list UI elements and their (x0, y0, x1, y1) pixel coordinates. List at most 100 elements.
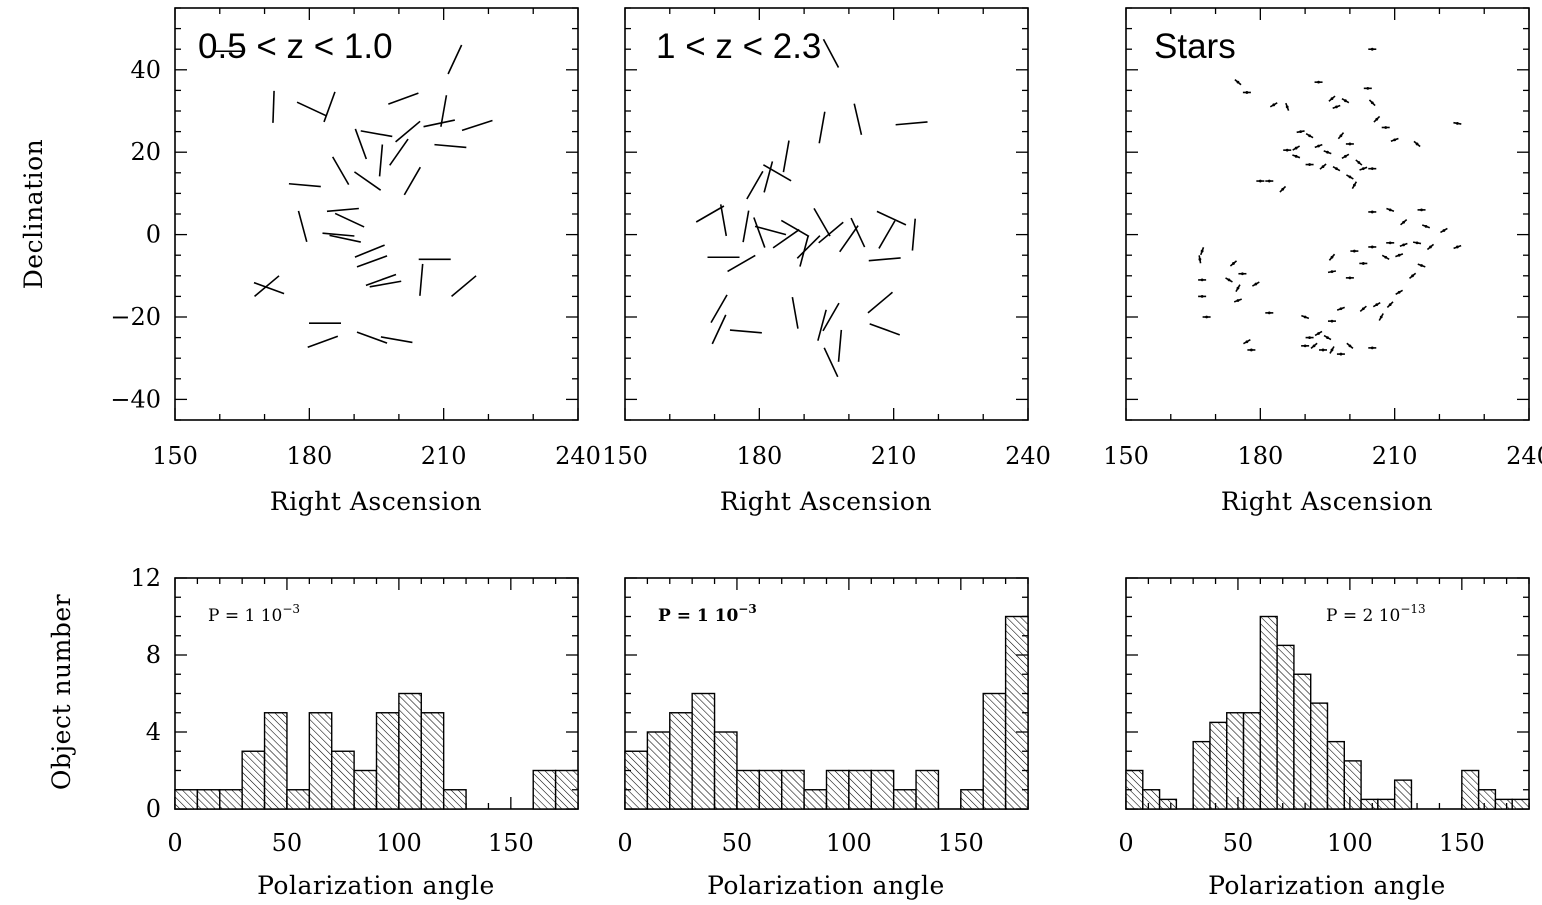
p-value-annotation: P = 1 10−3 (658, 602, 757, 626)
polarization-vector (796, 235, 821, 259)
x-tick-label: 180 (1237, 442, 1283, 470)
star-point (1384, 126, 1388, 129)
polarization-vector (329, 234, 361, 243)
x-tick-label: 150 (938, 829, 984, 857)
polarization-vector (850, 217, 866, 248)
polarization-vector (799, 235, 810, 267)
polarization-vector (753, 217, 766, 248)
histogram-bar (1393, 779, 1413, 810)
star-point (1236, 80, 1240, 84)
star-point (1330, 270, 1334, 274)
histogram-bar (960, 789, 984, 810)
x-tick-label: 180 (286, 442, 332, 470)
polarization-vector (297, 210, 308, 243)
polarization-vector (354, 128, 368, 160)
star-point (1267, 311, 1271, 315)
star-point (1339, 134, 1343, 138)
polarization-vector (895, 121, 928, 126)
star-point (1455, 121, 1459, 125)
histogram-bar (241, 750, 266, 810)
histogram-bar (331, 750, 355, 810)
star-point (1330, 97, 1334, 101)
polarization-vector (356, 331, 388, 344)
star-point (1236, 299, 1240, 302)
star-point (1200, 278, 1204, 282)
star-point (1330, 319, 1334, 323)
star-point (1303, 315, 1307, 319)
star-point (1411, 274, 1414, 278)
histogram-bar (442, 789, 467, 810)
star-point (1357, 161, 1361, 164)
histogram-bar (669, 712, 693, 810)
x-tick-label: 150 (602, 442, 648, 470)
histogram-bar (375, 712, 400, 810)
histogram-bar (219, 789, 243, 810)
polarization-vector (388, 92, 419, 105)
polarization-vector (326, 207, 359, 213)
polarization-vector (272, 90, 275, 123)
data-marks (695, 38, 928, 378)
histogram-bar (870, 769, 895, 810)
polarization-vector (331, 156, 350, 185)
polarization-vector (695, 205, 725, 223)
histogram-bar (1158, 798, 1178, 810)
star-point (1330, 255, 1334, 259)
star-point (1299, 130, 1303, 134)
polarization-vector (818, 111, 826, 144)
axis-ticks: 150 180 210 240 −40 −20 0 20 40 (110, 7, 601, 470)
star-point (1397, 253, 1401, 257)
x-tick-label: 100 (376, 829, 422, 857)
star-point (1200, 295, 1204, 298)
histogram-bar (1377, 798, 1396, 810)
polarization-vector (423, 119, 456, 128)
axis-ticks: 0 50 100 150 (1118, 577, 1530, 857)
x-tick-label: 240 (1005, 442, 1051, 470)
polarization-vector (772, 228, 800, 249)
star-point (1200, 249, 1204, 253)
histogram-bar (420, 712, 445, 810)
y-tick-label: 0 (146, 221, 161, 249)
polarization-vector (822, 302, 840, 332)
x-tick-label: 0 (617, 829, 632, 857)
polarization-vector (754, 225, 787, 236)
star-point (1370, 245, 1374, 249)
x-tick-label: 50 (1223, 829, 1254, 857)
x-tick-label: 150 (1439, 829, 1485, 857)
polarization-vector (868, 257, 901, 262)
polarization-vector (823, 347, 839, 378)
x-axis-label: Right Ascension (720, 487, 932, 516)
x-tick-label: 210 (1372, 442, 1418, 470)
star-point (1370, 47, 1374, 51)
histogram-bar (286, 789, 311, 810)
polarization-vector (791, 296, 799, 329)
data-marks (212, 44, 493, 348)
data-marks (174, 692, 579, 810)
star-point (1294, 146, 1298, 150)
histogram-bar (781, 769, 805, 810)
star-point (1361, 262, 1365, 265)
polarization-vector (742, 210, 750, 243)
polarization-vector (354, 244, 385, 258)
histogram-bar (1310, 702, 1329, 810)
x-tick-label: 0 (167, 829, 182, 857)
polarization-vector (360, 130, 393, 138)
polarization-vector (763, 161, 774, 193)
star-point (1227, 278, 1231, 282)
polarization-vector (378, 144, 384, 177)
polarization-vector (403, 166, 422, 196)
y-axis-label: Declination (19, 139, 48, 290)
x-tick-label: 150 (152, 442, 198, 470)
star-point (1272, 103, 1276, 107)
star-point (1321, 348, 1325, 352)
polarization-vector (837, 329, 843, 362)
polarization-vector (288, 182, 321, 188)
star-point (1294, 154, 1298, 158)
histogram-bar (532, 769, 557, 810)
star-point (1352, 183, 1356, 187)
star-point (1258, 179, 1262, 183)
data-marks (1125, 615, 1530, 810)
histogram-bar (1242, 712, 1262, 810)
y-tick-label: 40 (130, 56, 161, 84)
polarization-vector (380, 336, 413, 344)
